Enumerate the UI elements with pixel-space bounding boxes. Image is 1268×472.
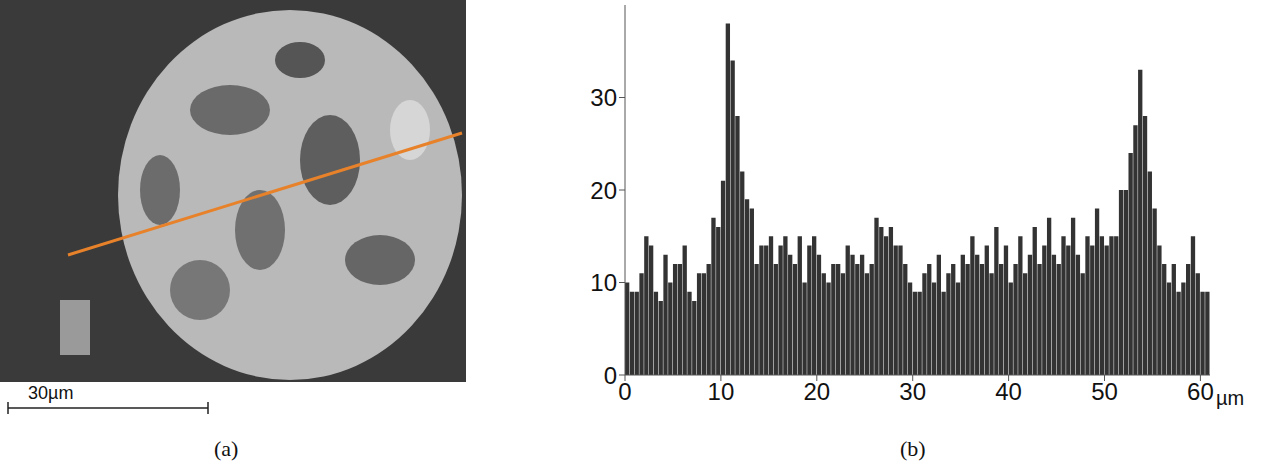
svg-text:20: 20: [803, 378, 830, 405]
svg-text:µm: µm: [1216, 387, 1244, 409]
svg-text:10: 10: [708, 378, 735, 405]
html-text:(b): (b): [900, 436, 926, 461]
svg-text:30µm: 30µm: [28, 383, 73, 403]
html-text:(a): (a): [214, 436, 239, 461]
svg-text:10: 10: [590, 269, 617, 296]
svg-text:60: 60: [1187, 378, 1214, 405]
svg-text:30: 30: [590, 84, 617, 111]
svg-text:0: 0: [618, 378, 631, 405]
svg-text:20: 20: [590, 177, 617, 204]
svg-text:40: 40: [995, 378, 1022, 405]
svg-text:0: 0: [604, 362, 617, 389]
svg-text:50: 50: [1091, 378, 1118, 405]
svg-text:30: 30: [899, 378, 926, 405]
